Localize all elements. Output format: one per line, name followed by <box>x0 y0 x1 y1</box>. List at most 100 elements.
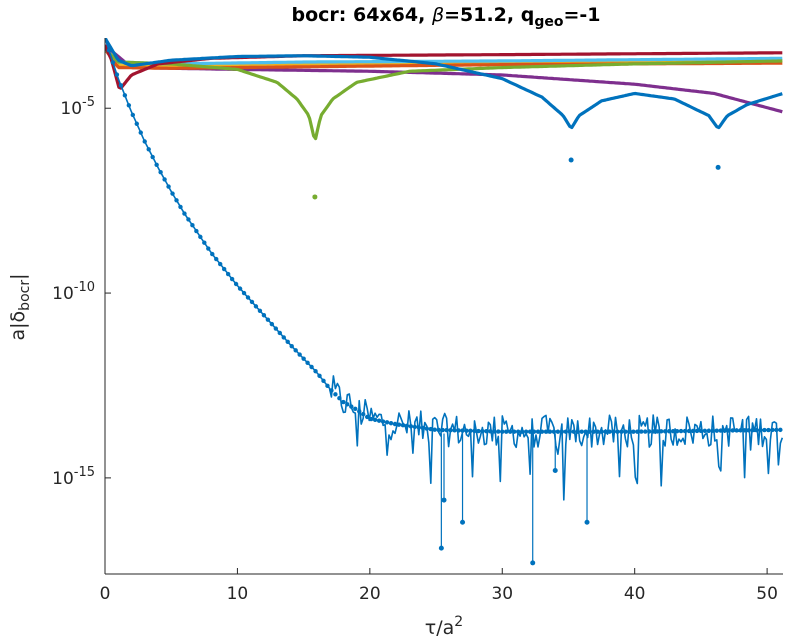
data-point <box>341 399 346 405</box>
data-point <box>722 428 727 433</box>
data-point <box>654 429 660 434</box>
data-point <box>500 429 505 434</box>
y-tick-label: 10-5 <box>60 95 95 119</box>
x-tick-label: 30 <box>491 584 513 604</box>
data-point <box>750 428 755 433</box>
y-tick-label: 10-10 <box>52 280 95 304</box>
data-point <box>552 467 558 473</box>
data-point <box>261 313 267 318</box>
y-axis: 10-5 10-10 10-15 <box>52 38 111 574</box>
data-point <box>508 429 513 434</box>
data-point <box>126 103 132 108</box>
data-point <box>584 519 590 525</box>
data-point <box>273 326 279 331</box>
x-tick-label: 50 <box>756 584 778 604</box>
data-point <box>253 304 259 309</box>
data-point <box>730 428 735 433</box>
data-point <box>587 429 592 434</box>
data-point <box>456 428 461 433</box>
data-point <box>778 427 783 433</box>
data-point <box>643 429 648 434</box>
data-point <box>627 429 632 434</box>
data-point <box>774 427 779 433</box>
data-point <box>694 428 700 434</box>
plot-area <box>105 38 783 566</box>
data-point <box>333 392 338 397</box>
data-point <box>551 429 557 434</box>
data-point <box>361 411 366 417</box>
x-tick-label: 20 <box>359 584 381 604</box>
data-point <box>142 139 147 144</box>
data-point <box>384 420 390 425</box>
data-point <box>742 428 747 433</box>
data-point <box>619 429 624 434</box>
data-point <box>194 228 199 234</box>
data-point <box>639 429 644 434</box>
data-point <box>715 164 721 170</box>
data-point <box>404 423 410 428</box>
data-point <box>623 429 628 434</box>
data-point <box>515 429 521 434</box>
data-point <box>484 429 489 434</box>
data-point <box>150 154 155 160</box>
data-point <box>438 545 444 551</box>
data-point <box>241 290 247 296</box>
data-point <box>555 429 561 434</box>
data-point <box>313 368 318 374</box>
data-point <box>690 428 696 434</box>
data-point <box>698 428 704 434</box>
data-point <box>105 38 108 41</box>
data-point <box>305 360 310 366</box>
data-point <box>599 429 604 434</box>
data-point <box>178 204 183 210</box>
data-point <box>563 429 569 434</box>
data-point <box>488 429 493 434</box>
data-point <box>146 147 151 152</box>
data-point <box>635 429 640 434</box>
data-point <box>329 388 334 393</box>
data-point <box>214 256 219 262</box>
data-point <box>130 112 136 118</box>
data-point <box>710 428 716 433</box>
data-point <box>285 339 290 345</box>
data-point <box>595 429 600 434</box>
data-point <box>651 429 656 434</box>
data-point <box>726 428 731 433</box>
data-point <box>460 519 466 525</box>
data-point <box>591 429 596 434</box>
data-point <box>686 428 692 434</box>
data-point <box>416 425 422 430</box>
y-tick-label: 10-15 <box>52 465 95 489</box>
data-point <box>607 429 612 434</box>
data-point <box>317 373 322 379</box>
x-tick-label: 0 <box>100 584 111 604</box>
data-point <box>758 427 763 433</box>
data-point <box>575 429 580 434</box>
data-point <box>229 276 235 282</box>
data-point <box>432 427 437 432</box>
data-point <box>138 130 143 135</box>
data-point <box>408 424 414 429</box>
data-point <box>647 429 652 434</box>
data-point <box>309 364 314 370</box>
data-point <box>293 348 298 353</box>
series-line <box>105 47 783 66</box>
data-point <box>106 47 112 53</box>
data-point <box>770 427 775 433</box>
data-point <box>519 429 525 434</box>
data-point <box>114 72 120 77</box>
data-point <box>198 234 203 240</box>
data-point <box>376 418 382 423</box>
data-point <box>420 425 426 431</box>
data-point <box>535 429 541 434</box>
data-point <box>301 356 306 361</box>
data-point <box>754 427 759 433</box>
data-point <box>583 429 588 434</box>
data-point <box>448 428 453 433</box>
series-line <box>105 38 783 130</box>
data-point <box>297 352 302 357</box>
data-point <box>186 217 191 222</box>
x-tick-label: 40 <box>624 584 646 604</box>
data-point <box>718 428 723 433</box>
data-point <box>312 194 318 200</box>
